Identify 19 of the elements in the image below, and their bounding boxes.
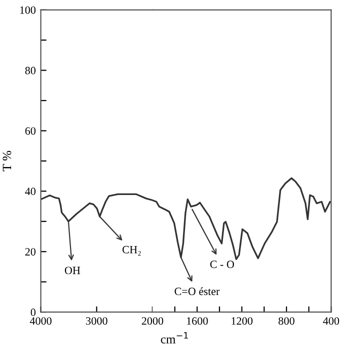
annotation: C=O éster bbox=[174, 287, 220, 296]
x-tick-label: 3000 bbox=[86, 317, 108, 325]
y-tick-label: 60 bbox=[25, 127, 36, 135]
y-tick-label: 80 bbox=[25, 66, 36, 74]
y-tick-label: 20 bbox=[25, 248, 36, 256]
x-tick-label: 800 bbox=[278, 317, 294, 325]
x-axis-title: cm$^{−1}$ bbox=[160, 332, 188, 344]
x-tick-label: 1200 bbox=[232, 317, 253, 325]
x-tick-label: 4000 bbox=[30, 317, 52, 325]
annotation: OH bbox=[64, 266, 80, 274]
x-tick-label: 1600 bbox=[187, 317, 208, 325]
annotation: CH₂ bbox=[122, 246, 141, 256]
y-tick-label: 40 bbox=[25, 188, 36, 196]
y-tick-label: 100 bbox=[20, 6, 36, 14]
y-axis-title: T % bbox=[2, 150, 12, 172]
y-tick-label: 0 bbox=[30, 308, 36, 316]
x-tick-label: 2000 bbox=[142, 317, 164, 325]
x-tick-label: 400 bbox=[323, 317, 340, 325]
annotation: C - O bbox=[210, 260, 234, 268]
